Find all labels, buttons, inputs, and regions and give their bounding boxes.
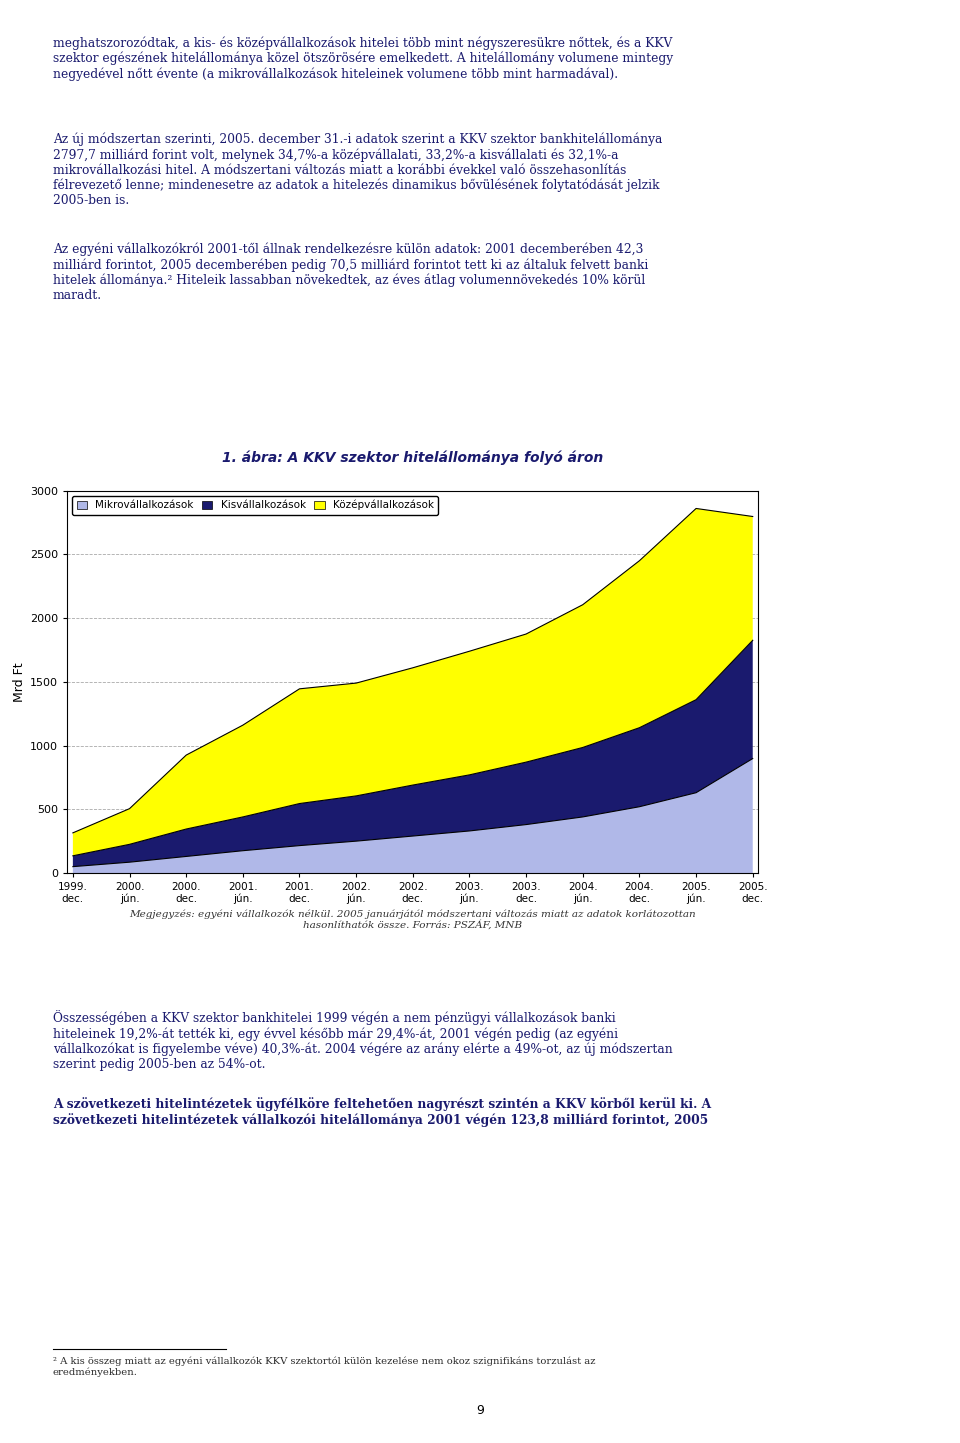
- Text: 9: 9: [476, 1404, 484, 1417]
- Y-axis label: Mrd Ft: Mrd Ft: [12, 662, 26, 701]
- Text: Az új módszertan szerinti, 2005. december 31.-i adatok szerint a KKV szektor ban: Az új módszertan szerinti, 2005. decembe…: [53, 133, 662, 208]
- Legend: Mikrovállalkozások, Kisvállalkozások, Középvállalkozások: Mikrovállalkozások, Kisvállalkozások, Kö…: [72, 496, 438, 515]
- Text: A szövetkezeti hitelintézetek ügyfélköre feltehetően nagyrészt szintén a KKV kör: A szövetkezeti hitelintézetek ügyfélköre…: [53, 1097, 711, 1127]
- Text: meghatszorozódtak, a kis- és középvállalkozások hitelei több mint négyszeresükre: meghatszorozódtak, a kis- és középvállal…: [53, 36, 673, 81]
- Text: Megjegyzés: egyéni vállalkozók nélkül. 2005 januárjától módszertani változás mia: Megjegyzés: egyéni vállalkozók nélkül. 2…: [130, 909, 696, 929]
- Text: 1. ábra: A KKV szektor hitelállománya folyó áron: 1. ábra: A KKV szektor hitelállománya fo…: [222, 450, 604, 465]
- Text: ² A kis összeg miatt az egyéni vállalkozók KKV szektortól külön kezelése nem oko: ² A kis összeg miatt az egyéni vállalkoz…: [53, 1356, 595, 1377]
- Text: Összességében a KKV szektor bankhitelei 1999 végén a nem pénzügyi vállalkozások : Összességében a KKV szektor bankhitelei …: [53, 1010, 673, 1071]
- Text: Az egyéni vállalkozókról 2001-től állnak rendelkezésre külön adatok: 2001 decemb: Az egyéni vállalkozókról 2001-től állnak…: [53, 242, 648, 302]
